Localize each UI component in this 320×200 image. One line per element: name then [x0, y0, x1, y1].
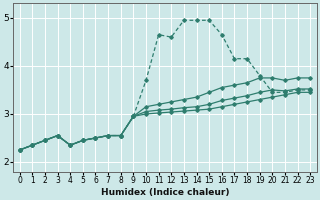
X-axis label: Humidex (Indice chaleur): Humidex (Indice chaleur): [101, 188, 229, 197]
